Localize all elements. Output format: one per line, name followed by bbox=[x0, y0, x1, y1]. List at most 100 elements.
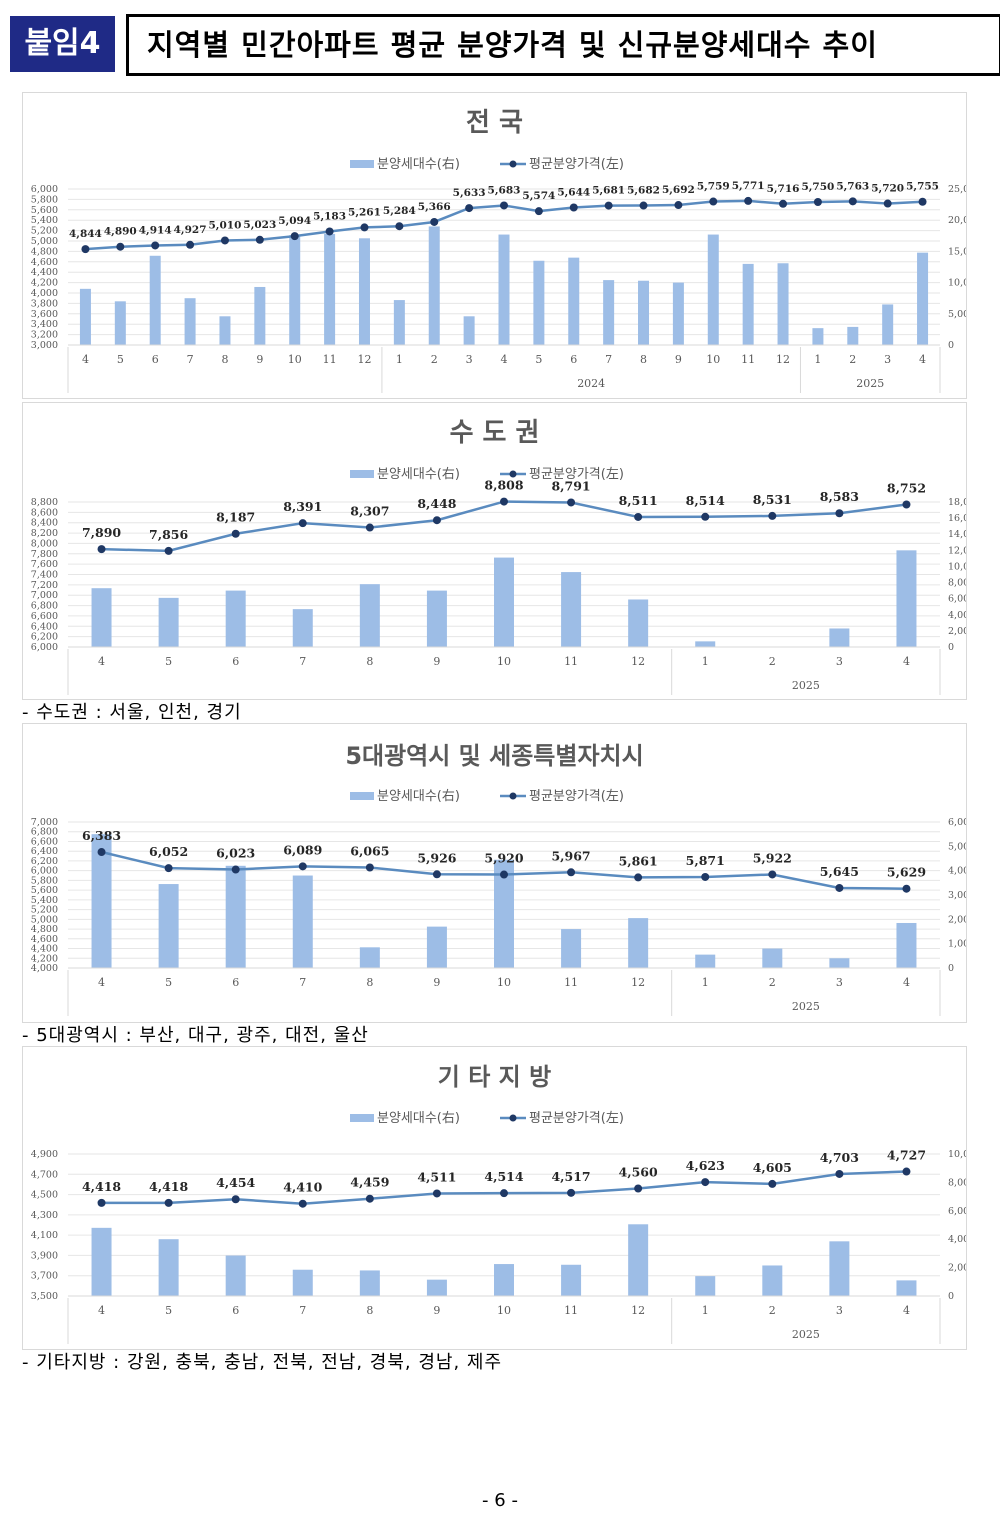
x-tick-label: 5 bbox=[535, 353, 542, 366]
price-data-label: 6,065 bbox=[350, 844, 389, 859]
price-data-label: 8,808 bbox=[484, 478, 523, 493]
y-left-tick-label: 4,200 bbox=[31, 278, 58, 289]
x-tick-label: 1 bbox=[396, 353, 403, 366]
bar bbox=[672, 282, 684, 345]
price-point bbox=[634, 873, 643, 882]
x-tick-label: 6 bbox=[152, 353, 159, 366]
price-point bbox=[604, 201, 613, 210]
bar bbox=[812, 328, 824, 345]
price-point bbox=[81, 245, 90, 254]
y-right-tick-label: 3,000 bbox=[948, 890, 966, 901]
price-point bbox=[813, 198, 822, 206]
price-data-label: 5,716 bbox=[767, 183, 800, 195]
page-header: 붙임4 지역별 민간아파트 평균 분양가격 및 신규분양세대수 추이 bbox=[10, 14, 1000, 76]
y-left-tick-label: 5,600 bbox=[31, 885, 58, 896]
price-data-label: 4,560 bbox=[619, 1164, 658, 1179]
bar bbox=[393, 300, 405, 345]
bar bbox=[762, 948, 783, 968]
bar bbox=[742, 263, 754, 345]
price-data-label: 8,791 bbox=[551, 478, 590, 493]
price-point bbox=[231, 529, 240, 538]
bar bbox=[561, 572, 582, 647]
price-data-label: 5,922 bbox=[753, 850, 792, 865]
bar bbox=[829, 628, 850, 647]
price-point bbox=[395, 222, 404, 231]
price-point bbox=[639, 201, 648, 210]
legend-line-marker bbox=[509, 792, 517, 800]
bar bbox=[428, 226, 440, 345]
bar bbox=[426, 926, 447, 968]
price-data-label: 4,927 bbox=[174, 224, 207, 236]
y-right-tick-label: 14,000 bbox=[948, 529, 966, 540]
x-tick-label: 11 bbox=[323, 353, 337, 366]
price-data-label: 5,871 bbox=[686, 853, 725, 868]
y-left-tick-label: 3,500 bbox=[31, 1291, 58, 1302]
y-left-tick-label: 5,200 bbox=[31, 226, 58, 237]
price-point bbox=[709, 197, 718, 206]
price-data-label: 5,920 bbox=[484, 851, 523, 866]
y-left-tick-label: 4,400 bbox=[31, 267, 58, 278]
x-tick-label: 8 bbox=[221, 353, 228, 366]
note-capital-area: - 수도권 : 서울, 인천, 경기 bbox=[22, 702, 242, 723]
chart-title: 전 국 bbox=[466, 108, 523, 138]
bar bbox=[628, 918, 649, 968]
chart-panel-nationwide: 전 국 분양세대수(右) 평균분양가격(左) 3,000 3,200 3,400 3,600… bbox=[22, 92, 967, 399]
x-tick-label: 12 bbox=[357, 353, 371, 366]
y-left-tick-label: 4,900 bbox=[31, 1149, 58, 1160]
y-left-tick-label: 6,800 bbox=[31, 601, 58, 612]
price-data-label: 8,187 bbox=[216, 510, 255, 525]
x-tick-label: 10 bbox=[497, 976, 511, 989]
x-tick-label: 2 bbox=[769, 655, 776, 668]
bar bbox=[91, 1227, 112, 1296]
price-data-label: 5,366 bbox=[418, 201, 451, 213]
y-left-tick-label: 4,600 bbox=[31, 934, 58, 945]
bar bbox=[292, 1269, 313, 1296]
price-data-label: 4,418 bbox=[82, 1179, 121, 1194]
price-data-label: 8,583 bbox=[820, 489, 859, 504]
y-left-tick-label: 7,000 bbox=[31, 817, 58, 828]
year-label: 2025 bbox=[792, 1000, 820, 1013]
price-data-label: 6,023 bbox=[216, 846, 255, 861]
price-data-label: 5,633 bbox=[453, 187, 486, 199]
price-point bbox=[432, 870, 441, 879]
bar bbox=[882, 304, 894, 345]
price-data-label: 5,692 bbox=[662, 184, 695, 196]
x-tick-label: 7 bbox=[187, 353, 194, 366]
y-right-tick-label: 0 bbox=[948, 963, 954, 974]
y-right-tick-label: 6,000 bbox=[948, 1206, 966, 1217]
note-metro-cities: - 5대광역시 : 부산, 대구, 광주, 대전, 울산 bbox=[22, 1025, 369, 1046]
legend-bar-swatch bbox=[350, 792, 374, 800]
y-right-tick-label: 5,000 bbox=[948, 309, 966, 320]
price-data-label: 4,410 bbox=[283, 1180, 322, 1195]
bar bbox=[254, 286, 266, 345]
bar bbox=[225, 590, 246, 647]
y-left-tick-label: 3,600 bbox=[31, 309, 58, 320]
chart-legend: 분양세대수(右) 평균분양가격(左) bbox=[350, 467, 624, 482]
price-point bbox=[97, 545, 106, 554]
y-right-tick-label: 2,000 bbox=[948, 914, 966, 925]
y-left-tick-label: 7,600 bbox=[31, 559, 58, 570]
y-left-tick-label: 4,000 bbox=[31, 288, 58, 299]
price-point bbox=[432, 1189, 441, 1198]
x-tick-label: 11 bbox=[564, 655, 578, 668]
price-point bbox=[835, 509, 844, 518]
price-data-label: 5,683 bbox=[488, 184, 521, 196]
price-point bbox=[567, 868, 576, 877]
y-left-tick-label: 7,800 bbox=[31, 549, 58, 560]
price-data-label: 8,752 bbox=[887, 480, 926, 495]
bar bbox=[225, 865, 246, 968]
x-tick-label: 5 bbox=[117, 353, 124, 366]
y-right-tick-label: 4,000 bbox=[948, 866, 966, 877]
x-tick-label: 11 bbox=[564, 976, 578, 989]
price-data-label: 5,183 bbox=[313, 210, 346, 222]
y-left-tick-label: 4,200 bbox=[31, 953, 58, 964]
x-tick-label: 4 bbox=[82, 353, 89, 366]
x-tick-label: 3 bbox=[884, 353, 891, 366]
price-point bbox=[325, 227, 334, 236]
bar bbox=[561, 1264, 582, 1296]
x-tick-label: 9 bbox=[256, 353, 263, 366]
x-tick-label: 10 bbox=[288, 353, 302, 366]
y-left-tick-label: 3,400 bbox=[31, 319, 58, 330]
price-point bbox=[298, 862, 307, 871]
price-data-label: 4,514 bbox=[484, 1169, 523, 1184]
